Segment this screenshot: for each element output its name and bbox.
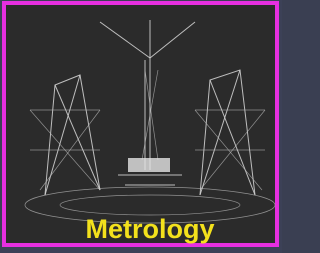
image-label: Metrology	[85, 214, 214, 244]
page: Metrology (() => { const data = JSON.par…	[0, 0, 282, 253]
scene: Metrology	[0, 0, 282, 253]
image-frame	[4, 3, 277, 245]
